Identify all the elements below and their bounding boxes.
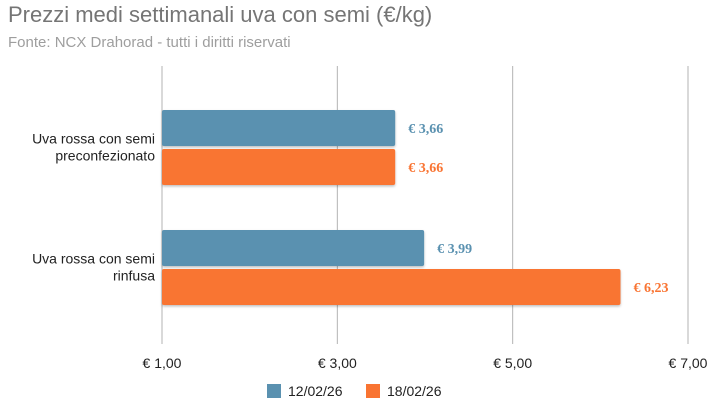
x-tick-label: € 5,00 xyxy=(493,355,532,371)
data-label: € 3,66 xyxy=(408,161,443,176)
legend-label: 12/02/26 xyxy=(288,383,343,399)
data-label: € 3,99 xyxy=(437,242,472,257)
chart-subtitle: Fonte: NCX Drahorad - tutti i diritti ri… xyxy=(8,34,291,51)
data-label: € 3,66 xyxy=(408,122,443,137)
bar xyxy=(162,110,396,146)
legend-swatch xyxy=(366,384,380,398)
x-tick-label: € 1,00 xyxy=(143,355,182,371)
chart-title: Prezzi medi settimanali uva con semi (€/… xyxy=(8,2,433,27)
bar xyxy=(162,269,621,305)
data-label: € 6,23 xyxy=(633,281,668,296)
category-label: Uva rossa con semi rinfusa xyxy=(32,251,155,284)
bars xyxy=(162,110,621,305)
bar xyxy=(162,230,425,266)
category-label: Uva rossa con semi preconfezionato xyxy=(32,131,155,164)
x-tick-label: € 3,00 xyxy=(318,355,357,371)
legend-swatch xyxy=(267,384,281,398)
legend-label: 18/02/26 xyxy=(387,383,442,399)
legend: 12/02/26 18/02/26 xyxy=(267,383,442,399)
x-tick-label: € 7,00 xyxy=(669,355,708,371)
bar xyxy=(162,149,396,185)
labels: € 1,00 € 3,00 € 5,00 € 7,00 € 3,66 € 3,99 € 3,… xyxy=(32,122,708,371)
